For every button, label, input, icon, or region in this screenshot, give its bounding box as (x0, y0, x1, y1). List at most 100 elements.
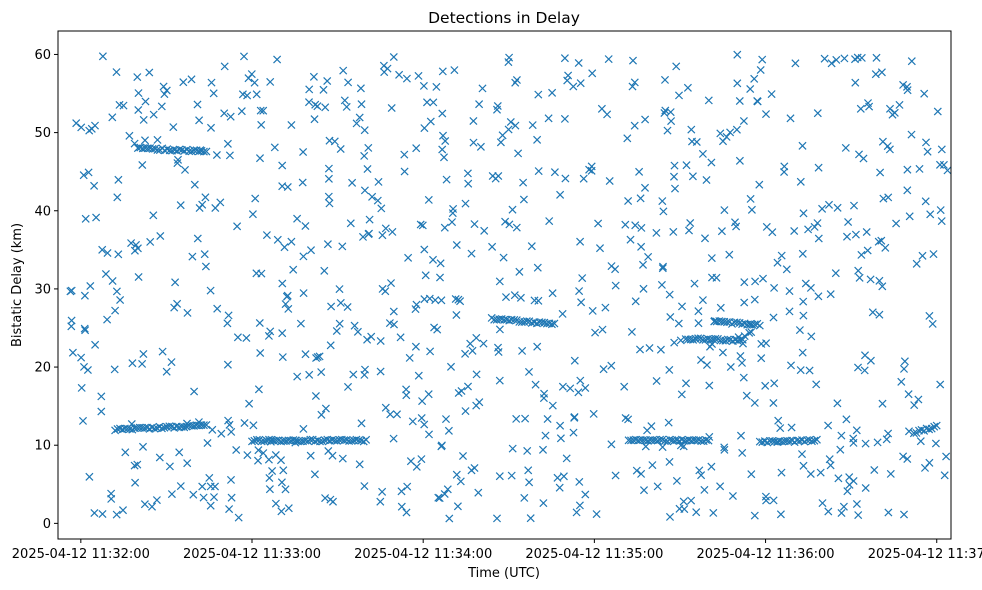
detection-point (85, 472, 94, 481)
detection-point (687, 496, 696, 505)
detection-point (173, 155, 183, 164)
detection-point (108, 113, 117, 122)
detection-point (428, 255, 438, 264)
detection-point (574, 388, 583, 397)
detection-point (424, 390, 433, 399)
detection-point (895, 100, 904, 109)
detection-point (841, 143, 850, 152)
detection-point (190, 387, 199, 396)
detection-point (264, 455, 273, 464)
detection-point (647, 422, 656, 431)
detection-point (180, 165, 190, 174)
detection-point (694, 307, 703, 316)
detection-point (273, 55, 282, 64)
detection-point (833, 203, 842, 212)
detection-point (798, 249, 807, 258)
detection-point (437, 441, 446, 450)
detection-point (769, 398, 778, 408)
detection-point (717, 227, 726, 236)
detection-point (175, 448, 184, 457)
detection-point (506, 117, 515, 127)
detection-point (800, 437, 809, 446)
detection-point (786, 114, 795, 123)
detection-point (886, 469, 895, 478)
detection-point (187, 75, 196, 84)
detection-point (424, 195, 433, 204)
detection-point (343, 382, 353, 391)
detection-point (756, 65, 765, 75)
detection-point (112, 510, 121, 519)
detection-point (834, 474, 843, 483)
detection-point (234, 513, 243, 522)
detection-point (547, 320, 556, 329)
detection-point (193, 234, 202, 243)
detection-point (736, 335, 745, 344)
detection-point (598, 325, 607, 334)
detection-point (761, 110, 771, 119)
detection-point (145, 68, 154, 77)
detection-point (149, 110, 158, 119)
detection-point (620, 382, 629, 391)
detection-point (524, 466, 533, 475)
detection-point (217, 429, 226, 438)
detection-point (165, 422, 174, 431)
detection-point (381, 224, 390, 233)
detection-point (523, 446, 532, 455)
detection-point (306, 435, 315, 444)
detection-point (114, 175, 123, 184)
detection-point (836, 445, 845, 454)
detection-point (824, 507, 833, 516)
detection-point (740, 278, 749, 287)
detection-point (737, 358, 747, 367)
detection-point (736, 431, 746, 440)
detection-point (674, 91, 684, 100)
detection-point (472, 370, 481, 379)
detection-point (666, 312, 675, 322)
detection-point (431, 296, 440, 305)
detection-point (862, 227, 871, 237)
detection-point (526, 514, 535, 523)
detection-point (313, 102, 322, 111)
detection-point (755, 321, 764, 330)
detection-point (97, 407, 106, 416)
detection-point (195, 116, 204, 125)
detection-point (262, 231, 271, 240)
detection-point (436, 259, 445, 268)
detection-point (324, 192, 333, 201)
detection-point (707, 462, 716, 471)
detection-point (77, 353, 86, 362)
detection-point (435, 273, 445, 282)
y-axis-label: Bistatic Delay (km) (10, 223, 25, 347)
detection-point (562, 454, 571, 463)
detection-point (663, 126, 672, 135)
detection-point (637, 223, 646, 232)
detection-point (508, 205, 517, 214)
detection-point (77, 383, 86, 392)
detection-point (873, 438, 882, 447)
detection-point (768, 436, 777, 445)
detection-point (114, 250, 123, 259)
detection-point (198, 482, 207, 491)
detection-point (545, 217, 554, 226)
detection-point (432, 82, 441, 91)
detection-point (665, 290, 674, 299)
detection-point (712, 273, 721, 282)
detection-point (576, 237, 585, 246)
detection-point (658, 435, 667, 444)
detection-point (820, 54, 829, 63)
detection-point (831, 269, 840, 278)
detection-point (863, 246, 872, 255)
detection-point (843, 487, 852, 496)
detection-point (533, 263, 542, 272)
detection-point (397, 502, 406, 511)
detection-point (727, 319, 737, 328)
detection-point (604, 55, 613, 64)
detection-point (658, 262, 668, 271)
y-axis: 0 10 20 30 40 50 60 (34, 48, 58, 532)
detection-point (429, 98, 438, 107)
detection-point (157, 424, 166, 433)
detection-point (242, 333, 251, 343)
detection-point (541, 431, 550, 440)
detection-point (438, 131, 448, 140)
detection-point (98, 52, 107, 61)
